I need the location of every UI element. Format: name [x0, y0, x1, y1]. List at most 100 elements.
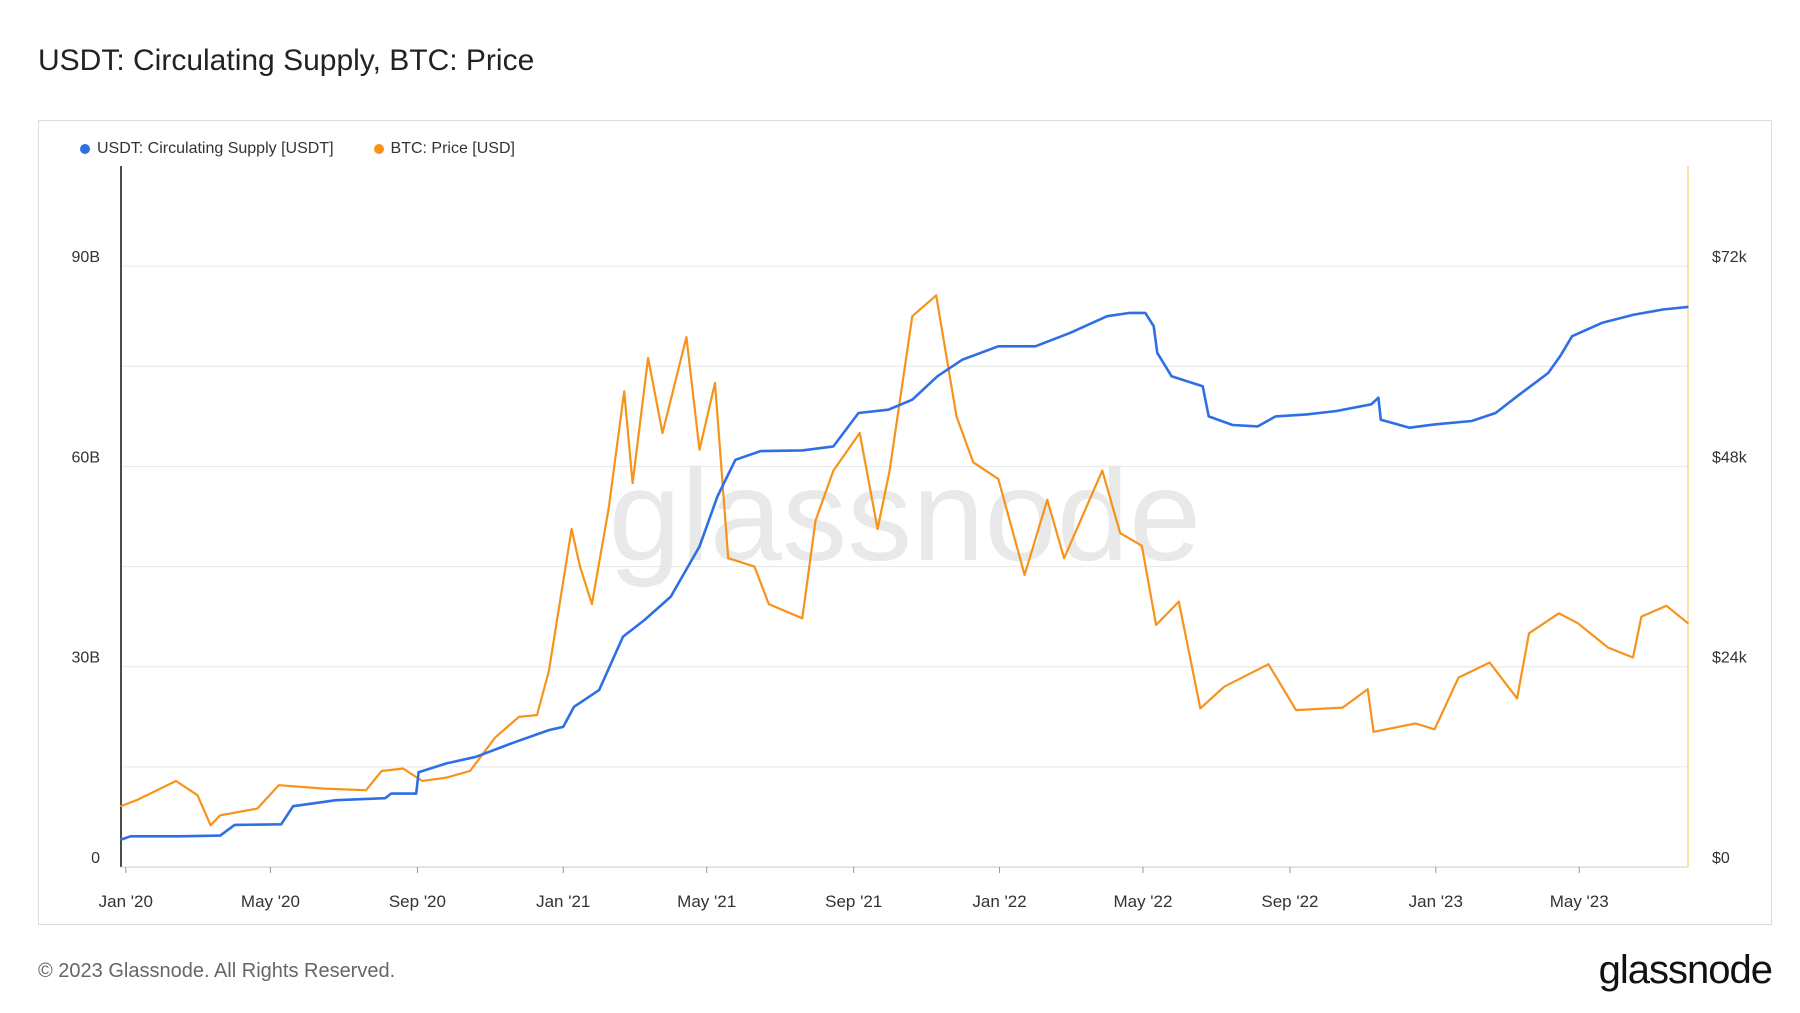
- data-point-btc: [1046, 499, 1049, 501]
- data-point-usdt: [280, 823, 283, 826]
- data-point-btc: [1366, 688, 1369, 690]
- data-point-btc: [814, 519, 817, 522]
- data-point-btc: [1295, 709, 1297, 711]
- data-point-usdt: [1571, 335, 1573, 338]
- x-tick-label: May '20: [241, 892, 300, 911]
- data-point-btc: [323, 787, 326, 790]
- legend-item-btc[interactable]: BTC: Price [USD]: [373, 140, 515, 158]
- data-point-btc: [1632, 656, 1634, 659]
- data-point-btc: [607, 507, 610, 510]
- right-tick-label: $24k: [1712, 650, 1748, 667]
- data-point-usdt: [178, 835, 181, 838]
- data-point-btc: [445, 776, 447, 779]
- legend-item-usdt[interactable]: USDT: Circulating Supply [USDT]: [80, 140, 334, 158]
- data-point-btc: [469, 770, 471, 772]
- data-point-usdt: [1144, 312, 1147, 314]
- watermark-text: glassnode: [609, 442, 1202, 588]
- data-point-btc: [1488, 661, 1491, 664]
- data-point-btc: [1414, 722, 1417, 725]
- data-point-btc: [120, 805, 122, 807]
- data-point-btc: [570, 528, 573, 530]
- data-point-usdt: [1305, 413, 1308, 416]
- data-point-btc: [380, 770, 383, 772]
- data-point-btc: [698, 448, 701, 451]
- data-point-usdt: [1547, 372, 1549, 374]
- data-point-btc: [1577, 622, 1579, 625]
- data-point-usdt: [698, 545, 701, 548]
- data-point-btc: [1528, 632, 1530, 635]
- left-tick-label: 90B: [72, 249, 100, 266]
- data-point-usdt: [1662, 308, 1664, 311]
- data-point-usdt: [335, 799, 337, 801]
- data-point-btc: [579, 565, 581, 568]
- data-point-usdt: [129, 835, 132, 838]
- left-tick-label: 60B: [72, 449, 100, 466]
- chart-legend: USDT: Circulating Supply [USDT] BTC: Pri…: [80, 140, 515, 158]
- data-point-usdt: [1069, 332, 1071, 334]
- data-point-usdt: [417, 771, 420, 773]
- data-point-btc: [876, 528, 879, 530]
- data-point-btc: [832, 469, 835, 472]
- data-point-btc: [727, 557, 729, 559]
- data-point-btc: [135, 799, 138, 801]
- data-point-btc: [548, 670, 550, 672]
- x-tick-label: May '21: [677, 892, 736, 911]
- data-point-btc: [1023, 574, 1026, 576]
- x-tick-label: Jan '22: [972, 892, 1026, 911]
- data-point-btc: [278, 784, 280, 786]
- data-point-usdt: [1034, 345, 1037, 348]
- data-point-usdt: [1170, 375, 1173, 378]
- data-point-usdt: [219, 834, 221, 837]
- data-point-btc: [1665, 605, 1668, 607]
- x-tick-label: Sep '20: [389, 892, 446, 911]
- data-point-usdt: [1207, 415, 1210, 418]
- data-point-usdt: [961, 358, 964, 361]
- data-point-usdt: [512, 742, 514, 744]
- data-point-btc: [1558, 612, 1560, 615]
- legend-dot-btc: [373, 144, 384, 154]
- data-point-usdt: [936, 375, 939, 378]
- data-point-usdt: [832, 445, 835, 448]
- data-point-btc: [402, 767, 404, 770]
- legend-label-usdt: USDT: Circulating Supply [USDT]: [97, 140, 334, 157]
- chart-panel: [38, 120, 1772, 925]
- series-line-usdt-supply: [120, 305, 1689, 841]
- data-point-usdt: [1156, 352, 1159, 354]
- data-point-usdt: [1106, 315, 1108, 318]
- data-point-btc: [1687, 622, 1689, 625]
- data-point-btc: [935, 294, 937, 297]
- data-point-usdt: [1494, 412, 1497, 414]
- x-tick-label: May '23: [1550, 892, 1609, 911]
- data-point-btc: [801, 617, 804, 620]
- data-point-btc: [365, 789, 367, 791]
- data-point-btc: [1640, 615, 1643, 618]
- data-point-usdt: [475, 756, 477, 758]
- chart-title: USDT: Circulating Supply, BTC: Price: [38, 44, 535, 77]
- data-point-btc: [494, 736, 496, 739]
- left-tick-label: 0: [91, 850, 100, 867]
- data-point-btc: [1267, 663, 1270, 665]
- data-point-btc: [714, 382, 716, 384]
- copyright-text: © 2023 Glassnode. All Rights Reserved.: [38, 960, 396, 982]
- data-point-btc: [1607, 646, 1609, 649]
- data-point-usdt: [1408, 426, 1411, 429]
- data-point-usdt: [911, 398, 914, 401]
- glassnode-logo: glassnode: [1598, 948, 1773, 992]
- x-tick-label: Sep '22: [1261, 892, 1318, 911]
- data-point-usdt: [598, 689, 600, 691]
- data-point-btc: [421, 780, 424, 782]
- data-point-btc: [1063, 557, 1065, 559]
- data-point-usdt: [1129, 312, 1131, 314]
- data-point-usdt: [670, 595, 672, 598]
- data-point-btc: [196, 794, 199, 796]
- data-point-usdt: [643, 619, 646, 621]
- data-point-btc: [631, 482, 634, 484]
- data-point-usdt: [1687, 306, 1689, 308]
- data-point-usdt: [1601, 322, 1603, 324]
- data-point-btc: [1372, 731, 1375, 733]
- left-tick-label: 30B: [72, 650, 100, 667]
- data-point-usdt: [415, 792, 418, 795]
- data-point-usdt: [997, 345, 1000, 348]
- right-tick-label: $0: [1712, 850, 1730, 867]
